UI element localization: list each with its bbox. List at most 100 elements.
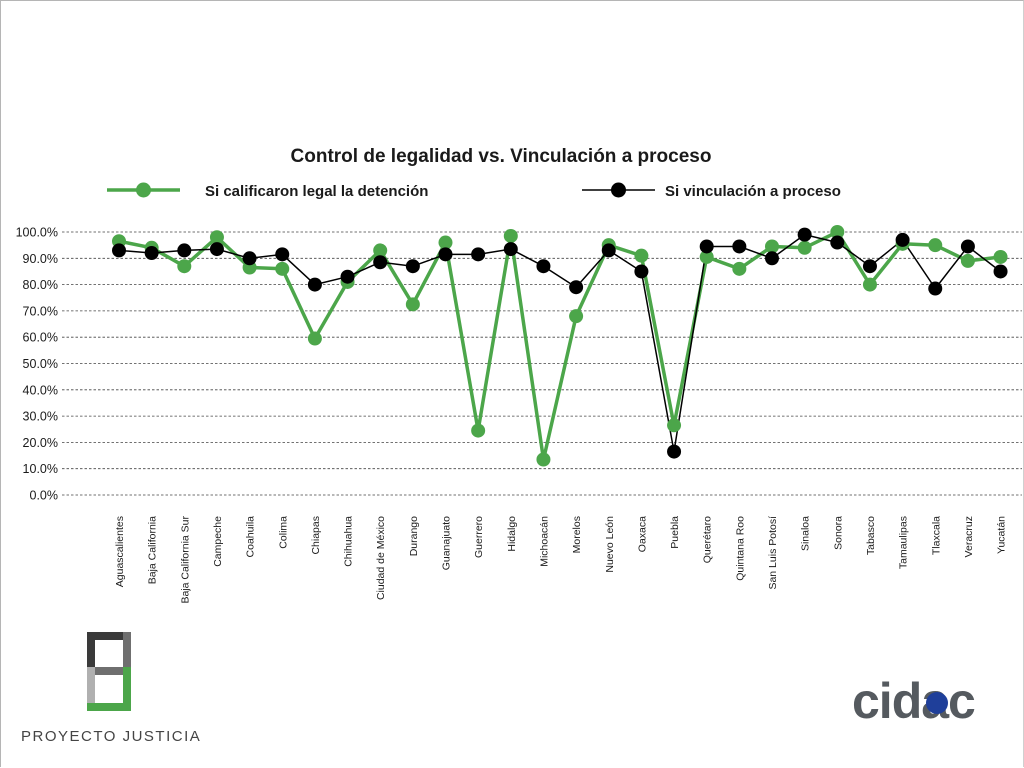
x-tick-label: Campeche (212, 516, 224, 567)
data-point (993, 249, 1008, 264)
x-tick-label: Tamaulipas (898, 516, 910, 569)
data-point (307, 331, 322, 346)
x-axis-ticks: Aguascalientes Baja California Baja Califo… (114, 516, 1008, 604)
data-point (209, 242, 224, 257)
x-tick-label: Baja California Sur (179, 516, 191, 604)
x-tick-label: Colima (277, 516, 289, 549)
proyecto-justicia-text: PROYECTO JUSTICIA (21, 728, 201, 745)
gridlines (62, 231, 1022, 496)
x-tick-label: Tlaxcala (930, 516, 942, 555)
data-point (340, 269, 355, 284)
data-point (960, 253, 975, 268)
legend-label-legal: Si calificaron legal la detención (205, 183, 428, 200)
data-point (373, 243, 388, 258)
data-point (699, 249, 714, 264)
data-point (177, 259, 192, 274)
data-point (471, 247, 486, 262)
data-point (830, 235, 845, 250)
data-point (960, 239, 975, 254)
data-point (536, 259, 551, 274)
data-point (862, 259, 877, 274)
x-tick-label: Veracruz (963, 516, 975, 557)
data-point (569, 309, 584, 324)
data-point (373, 255, 388, 270)
x-tick-label: San Luis Potosí (767, 516, 779, 590)
series-line-0 (118, 230, 1001, 462)
data-point (112, 243, 126, 258)
series-1 (118, 233, 1001, 453)
data-point (503, 242, 518, 257)
legend-item-legal: Si calificaron legal la detención (107, 182, 428, 200)
data-point (275, 247, 290, 262)
data-point (732, 261, 747, 276)
x-tick-label: Durango (408, 516, 420, 556)
x-tick-label: Puebla (669, 516, 681, 549)
x-tick-label: Yucatán (996, 516, 1008, 554)
series-layer (112, 225, 1008, 467)
logo-bar-left-top (87, 632, 95, 674)
data-point (993, 264, 1008, 279)
x-tick-label: Guanajuato (441, 516, 453, 570)
legend-item-vinculacion: Si vinculación a proceso (582, 182, 841, 200)
data-point (209, 230, 224, 245)
logo-bar-bottom (87, 703, 131, 711)
y-axis-ticks: 0.0% 10.0% 20.0% 30.0% 40.0% 50.0% 60.0% 70.0% 8… (16, 226, 58, 503)
x-tick-label: Tabasco (865, 516, 877, 555)
x-tick-label: Guerrero (473, 516, 485, 558)
y-tick-label: 10.0% (23, 462, 58, 476)
x-tick-label: Baja California (147, 516, 159, 584)
data-point (471, 423, 486, 438)
x-tick-label: Sinaloa (800, 516, 812, 551)
data-point (732, 239, 747, 254)
data-point (405, 297, 420, 312)
chart-title: Control de legalidad vs. Vinculación a p… (291, 146, 712, 167)
data-point (862, 277, 877, 292)
series-points-1 (112, 227, 1008, 459)
data-point (667, 418, 682, 433)
logo-bar-top (87, 632, 131, 640)
series-points-0 (112, 225, 1008, 467)
y-tick-label: 100.0% (16, 226, 58, 240)
data-point (569, 280, 584, 295)
data-point (503, 228, 518, 243)
data-point (699, 239, 714, 254)
x-tick-label: Querétaro (702, 516, 714, 563)
legend: Si calificaron legal la detención Si vin… (107, 182, 841, 200)
data-point (405, 259, 420, 274)
logo-bar-right-top (123, 632, 131, 674)
data-point (765, 251, 779, 266)
data-point (667, 444, 682, 459)
data-point (928, 238, 943, 253)
y-tick-label: 80.0% (23, 278, 58, 292)
x-tick-label: Chiapas (310, 516, 322, 555)
x-tick-label: Nuevo León (604, 516, 616, 573)
legend-marker-legal (136, 182, 151, 198)
data-point (928, 281, 943, 296)
x-tick-label: Morelos (571, 516, 583, 553)
y-tick-label: 20.0% (23, 436, 58, 450)
data-point (144, 246, 159, 261)
y-tick-label: 70.0% (23, 304, 58, 318)
x-tick-label: Chihuahua (343, 516, 355, 567)
data-point (601, 243, 616, 258)
cidac-dot (926, 692, 948, 714)
data-point (797, 227, 812, 242)
x-tick-label: Sonora (832, 516, 844, 550)
logo-bar-middle (87, 667, 131, 675)
data-point (634, 248, 649, 263)
cidac-text: cidac (852, 673, 975, 729)
logo-bar-right-bottom (123, 667, 131, 709)
data-point (797, 240, 812, 255)
data-point (634, 264, 649, 279)
y-tick-label: 40.0% (23, 383, 58, 397)
data-point (830, 225, 845, 239)
y-tick-label: 0.0% (30, 489, 59, 503)
logo-bar-left-bottom (87, 667, 95, 709)
cidac-logo: cidac (852, 673, 976, 729)
data-point (895, 232, 910, 247)
x-tick-label: Michoacán (538, 516, 550, 567)
y-tick-label: 60.0% (23, 331, 58, 345)
x-tick-label: Ciudad de México (375, 516, 387, 600)
x-tick-label: Oaxaca (636, 516, 648, 552)
